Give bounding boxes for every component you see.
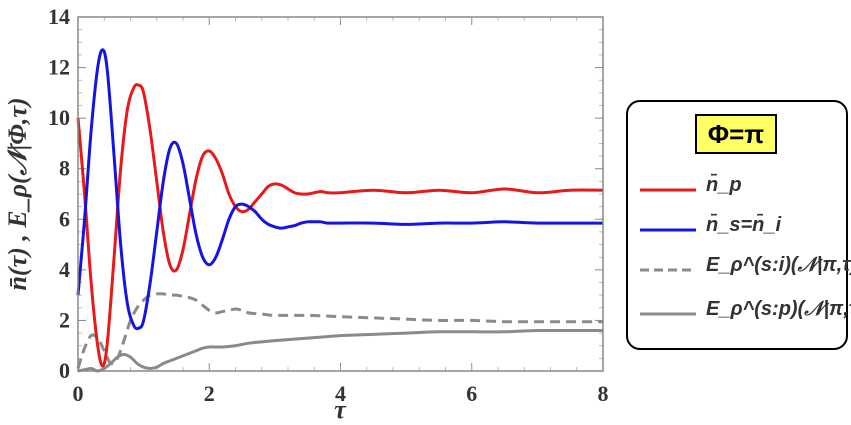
x-axis-label: τ xyxy=(334,395,347,424)
series-layer xyxy=(76,48,604,373)
y-tick-label: 0 xyxy=(59,358,70,383)
y-axis-label: n̄(τ) , E_ρ(𝒩|Φ,τ) xyxy=(3,97,32,290)
legend-item-e-si: E_ρ^(s:i)(𝒩|π,τ) xyxy=(628,252,851,288)
y-tick-label: 8 xyxy=(59,156,70,181)
series-e-sp-line xyxy=(77,328,603,373)
legend-item-e-sp: E_ρ^(s:p)(𝒩|π,τ) xyxy=(628,296,851,332)
x-tick-label: 2 xyxy=(204,381,215,406)
y-tick-label: 2 xyxy=(59,307,70,332)
y-tick-label: 14 xyxy=(48,4,70,29)
legend-swatch-n-p xyxy=(640,188,696,192)
legend-item-n-s: n̄_s=n̄_i xyxy=(628,212,846,248)
legend-label-e-si: E_ρ^(s:i)(𝒩|π,τ) xyxy=(706,254,851,276)
legend-title: Φ=π xyxy=(695,114,777,154)
x-tick-label: 0 xyxy=(73,381,84,406)
y-tick-label: 10 xyxy=(48,105,70,130)
y-tick-label: 4 xyxy=(59,257,70,282)
y-tick-label: 12 xyxy=(48,55,70,80)
legend: Φ=π n̄_p n̄_s=n̄_i E_ρ^(s:i)(𝒩|π,τ) E_ρ^… xyxy=(626,100,851,350)
legend-label-n-s: n̄_s=n̄_i xyxy=(706,214,782,236)
series-n-p-line xyxy=(76,83,604,368)
tick-labels: 0 2 4 6 8 0 2 4 6 8 10 12 14 xyxy=(48,4,609,406)
legend-item-n-p: n̄_p xyxy=(628,172,846,208)
plot-frame xyxy=(77,16,604,372)
x-tick-label: 6 xyxy=(466,381,477,406)
legend-label-e-sp: E_ρ^(s:p)(𝒩|π,τ) xyxy=(706,298,851,320)
series-e-si-line xyxy=(76,292,603,369)
legend-swatch-e-si xyxy=(640,268,696,272)
legend-label-n-p: n̄_p xyxy=(706,174,742,196)
y-tick-label: 6 xyxy=(59,206,70,231)
x-tick-label: 4 xyxy=(335,381,346,406)
legend-swatch-e-sp xyxy=(640,312,696,316)
x-tick-label: 8 xyxy=(598,381,609,406)
series-n-s-line xyxy=(76,48,603,331)
legend-swatch-n-s xyxy=(640,228,696,232)
